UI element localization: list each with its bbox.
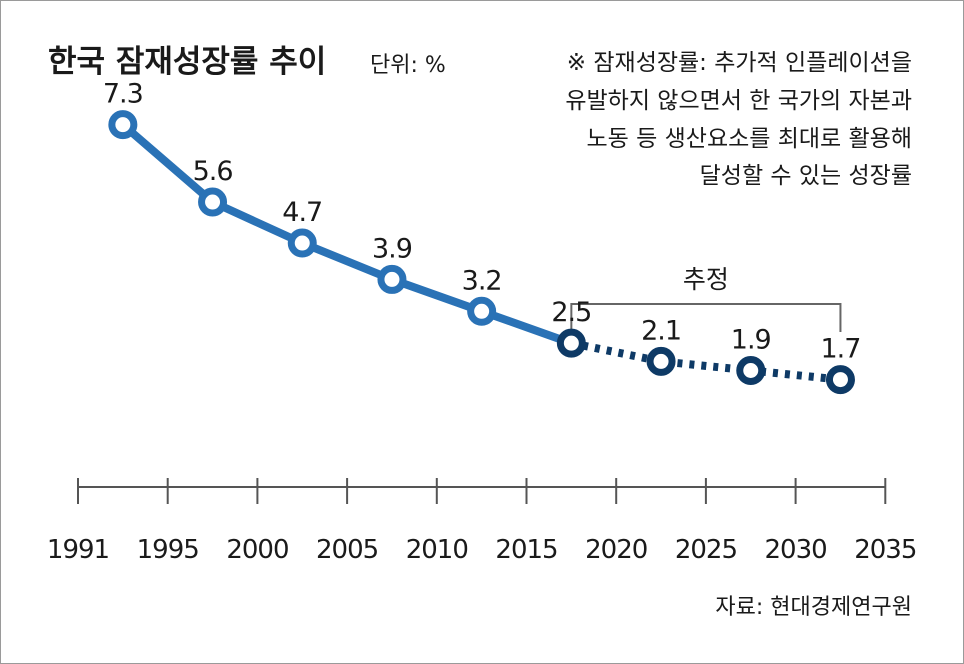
actual-series-line [118, 120, 576, 348]
data-point-marker [467, 296, 497, 326]
estimate-bracket: 추정 [570, 265, 842, 332]
data-value-label: 5.6 [193, 156, 233, 187]
data-labels: 7.3 5.6 4.7 3.9 3.2 2.5 2.1 1.9 1.7 [103, 79, 862, 365]
data-point-marker [108, 110, 138, 140]
data-point-marker [736, 355, 766, 385]
estimate-bracket-label: 추정 [683, 265, 729, 294]
note-line: 달성할 수 있는 성장률 [700, 163, 912, 189]
note-line: ※ 잠재성장률: 추가적 인플레이션을 [567, 50, 912, 76]
note-line: 유발하지 않으면서 한 국가의 자본과 [565, 88, 912, 114]
x-tick-label: 2000 [226, 535, 288, 565]
x-tick-label: 2020 [585, 535, 647, 565]
source-label: 자료: 현대경제연구원 [715, 595, 912, 620]
note-line: 노동 등 생산요소를 최대로 활용해 [587, 126, 912, 152]
estimate-bracket-line [570, 303, 842, 332]
x-tick-label: 1991 [47, 535, 109, 565]
x-tick-label: 2015 [495, 535, 557, 565]
data-point-marker [825, 365, 855, 395]
x-tick-label: 1995 [137, 535, 199, 565]
data-points [108, 110, 855, 395]
data-value-label: 1.7 [820, 334, 860, 365]
data-value-label: 7.3 [103, 79, 143, 110]
data-value-label: 1.9 [731, 324, 771, 355]
x-axis [77, 478, 887, 504]
x-tick-label: 2010 [406, 535, 468, 565]
x-tick-label: 2025 [675, 535, 737, 565]
unit-label: 단위: % [370, 53, 446, 78]
x-tick-label: 2030 [765, 535, 827, 565]
x-axis-tick-labels: 1991 1995 2000 2005 2010 2015 2020 2025 2030 2035 [47, 535, 917, 565]
x-tick-label: 2035 [854, 535, 916, 565]
data-point-marker [377, 264, 407, 294]
data-value-label: 3.2 [462, 265, 502, 296]
data-value-label: 2.5 [551, 297, 591, 328]
data-point-marker [556, 328, 586, 358]
chart-title: 한국 잠재성장률 추이 [48, 44, 326, 80]
data-point-marker [646, 346, 676, 376]
definition-note: ※ 잠재성장률: 추가적 인플레이션을 유발하지 않으면서 한 국가의 자본과 … [565, 50, 912, 189]
x-tick-label: 2005 [316, 535, 378, 565]
data-value-label: 2.1 [641, 315, 681, 346]
data-value-label: 3.9 [372, 233, 412, 264]
estimate-series-line [570, 339, 841, 384]
data-value-label: 4.7 [282, 197, 322, 228]
data-point-marker [198, 187, 228, 217]
data-point-marker [287, 228, 317, 258]
